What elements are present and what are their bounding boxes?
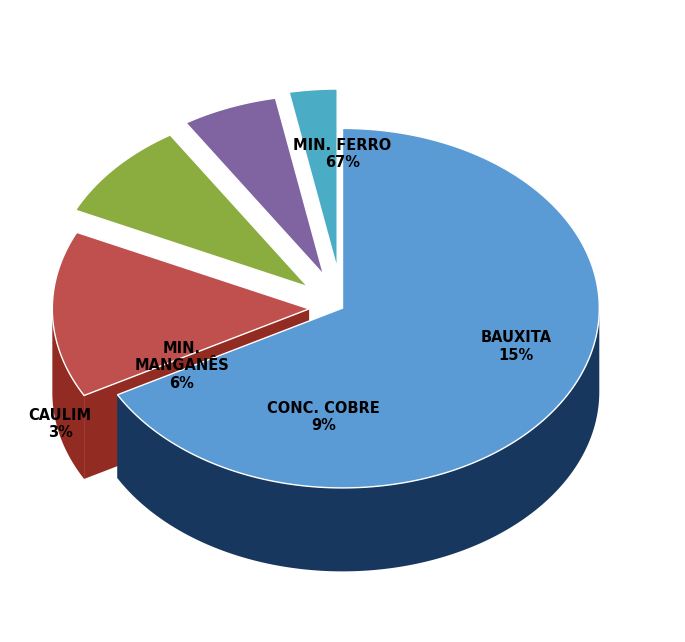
Text: MIN. FERRO
67%: MIN. FERRO 67% <box>293 138 392 170</box>
Polygon shape <box>289 89 337 269</box>
Text: CAULIM
3%: CAULIM 3% <box>29 408 92 440</box>
Text: BAUXITA
15%: BAUXITA 15% <box>480 331 551 363</box>
Polygon shape <box>117 308 342 478</box>
Text: CONC. COBRE
9%: CONC. COBRE 9% <box>267 401 379 433</box>
Polygon shape <box>52 232 309 395</box>
Polygon shape <box>84 309 309 479</box>
Polygon shape <box>75 135 308 287</box>
Polygon shape <box>52 309 84 479</box>
Polygon shape <box>186 98 323 275</box>
Text: MIN.
MANGANÊS
6%: MIN. MANGANÊS 6% <box>135 341 229 391</box>
Polygon shape <box>117 128 599 488</box>
Polygon shape <box>117 309 599 571</box>
